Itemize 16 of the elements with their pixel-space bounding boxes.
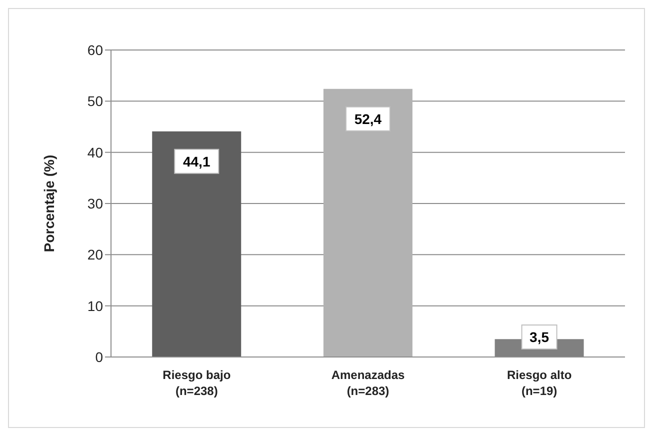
bar xyxy=(323,88,412,357)
x-tick-label: Riesgo alto (n=19) xyxy=(506,368,572,398)
y-tick-label: 20 xyxy=(87,246,104,263)
y-tick-label: 30 xyxy=(87,195,104,212)
data-label: 3,5 xyxy=(530,329,550,345)
x-tick-label: Riesgo bajo (n=238) xyxy=(162,368,231,398)
data-label: 52,4 xyxy=(354,110,382,127)
x-tick-label: Amenazadas (n=283) xyxy=(331,368,406,398)
data-label: 44,1 xyxy=(182,153,210,170)
bar xyxy=(152,131,242,357)
y-tick-label: 0 xyxy=(95,348,104,365)
y-axis-title: Porcentaje (%) xyxy=(40,154,57,252)
y-tick-label: 60 xyxy=(87,42,104,58)
y-tick-label: 50 xyxy=(87,93,104,110)
y-tick-label: 40 xyxy=(87,144,104,160)
y-tick-label: 10 xyxy=(87,298,104,314)
